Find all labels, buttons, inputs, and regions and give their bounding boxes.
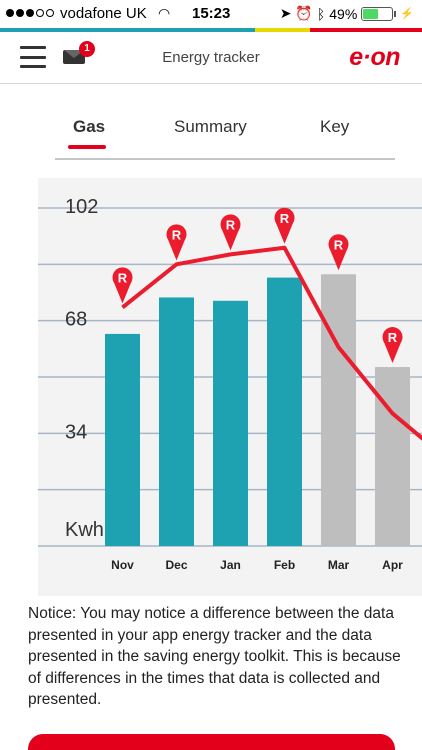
tab-bar: Gas Summary Key (55, 112, 395, 160)
reading-marker-pin (113, 281, 132, 304)
tab-summary[interactable]: Summary (174, 117, 247, 136)
reading-marker-pin (221, 228, 240, 251)
clock: 15:23 (192, 5, 231, 22)
reading-marker-label: R (172, 227, 182, 242)
location-arrow-icon: ➤ (279, 5, 292, 21)
bar-apr (375, 367, 410, 546)
notice-text: Notice: You may notice a difference betw… (28, 605, 401, 708)
bar-feb (267, 277, 302, 546)
bar-mar (321, 274, 356, 546)
x-tick-label: Jan (220, 558, 241, 572)
active-tab-indicator (68, 145, 106, 149)
battery-icon (361, 6, 394, 21)
x-tick-label: Mar (328, 558, 350, 572)
bar-jan (213, 300, 248, 546)
reading-marker (166, 224, 187, 245)
charging-icon: ⚡ (400, 8, 414, 20)
signal-strength-icon (6, 9, 54, 17)
y-unit-label: Kwh (65, 519, 104, 541)
brand-color-strip (0, 28, 422, 32)
reading-marker (112, 267, 133, 288)
y-tick-label: 34 (65, 421, 87, 443)
inbox-button[interactable]: 1 (63, 41, 95, 64)
reading-marker (328, 234, 349, 255)
menu-icon[interactable] (20, 46, 46, 68)
reading-marker-label: R (226, 217, 236, 232)
carrier-name: vodafone UK (60, 5, 147, 22)
status-icons: ➤ ⏰ ᛒ 49% ⚡ (280, 5, 414, 22)
reading-marker-label: R (280, 211, 290, 226)
reading-marker-pin (329, 248, 348, 271)
reading-marker-pin (383, 341, 402, 364)
reading-marker-label: R (334, 237, 344, 252)
notification-badge: 1 (79, 41, 95, 57)
status-bar: vodafone UK ◠ 15:23 ➤ ⏰ ᛒ 49% ⚡ (0, 0, 422, 28)
reading-marker-label: R (118, 270, 128, 285)
x-tick-label: Feb (274, 558, 295, 572)
eon-logo: e·on (349, 43, 400, 71)
reading-marker (382, 327, 403, 348)
reading-marker-label: R (388, 330, 398, 345)
trend-line (121, 245, 422, 441)
gas-usage-chart: 102 68 34 Kwh Nov Dec Jan Feb Mar Apr R R R R R R (38, 178, 422, 596)
x-tick-label: Apr (382, 558, 403, 572)
bar-dec (159, 297, 194, 546)
chart-canvas: 102 68 34 Kwh Nov Dec Jan Feb Mar Apr R R R R R R (38, 196, 422, 572)
bottom-action-button[interactable] (28, 734, 395, 750)
tab-gas[interactable]: Gas (73, 117, 106, 136)
tab-key[interactable]: Key (320, 117, 350, 136)
battery-percent: 49% (329, 5, 358, 22)
bar-nov (105, 333, 140, 546)
page-title: Energy tracker (162, 49, 260, 66)
reading-marker-pin (275, 221, 294, 244)
y-tick-label: 68 (65, 309, 87, 331)
reading-marker-pin (167, 238, 186, 261)
alarm-icon: ⏰ (295, 5, 313, 21)
wifi-icon: ◠ (158, 5, 171, 21)
x-tick-label: Dec (165, 558, 187, 572)
app-header: 1 Energy tracker e·on (0, 32, 422, 84)
reading-marker (220, 214, 241, 235)
bluetooth-icon: ᛒ (316, 5, 326, 22)
y-tick-label: 102 (65, 196, 98, 218)
reading-marker (274, 207, 295, 228)
battery-level (363, 8, 378, 19)
x-tick-label: Nov (111, 558, 134, 572)
